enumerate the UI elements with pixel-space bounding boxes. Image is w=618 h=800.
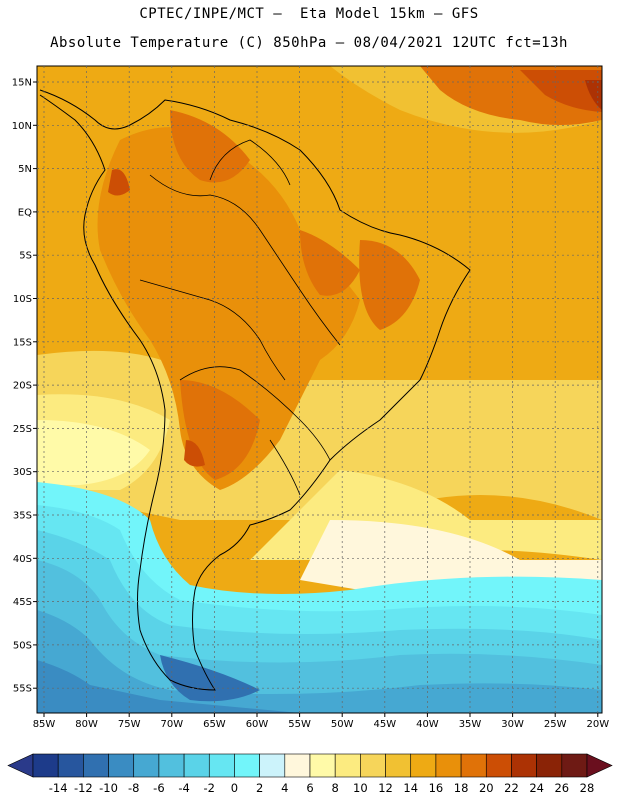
map-title-line-1: CPTEC/INPE/MCT — Eta Model 15km — GFS [139,6,479,22]
colorbar-segment [435,753,462,778]
lat-label: 30S [13,467,32,478]
colorbar-label: -6 [153,781,164,795]
plot-frame [36,65,603,714]
colorbar-segment [334,753,361,778]
lat-label: 15S [13,337,32,348]
lat-label: EQ [18,207,32,218]
lon-label: 50W [331,719,354,730]
lon-label: 25W [544,719,567,730]
lon-label: 45W [373,719,396,730]
colorbar-segment [485,753,512,778]
colorbar-label: 16 [429,781,444,795]
colorbar-label: 10 [353,781,368,795]
country-borders [139,139,341,496]
colorbar-label: -14 [49,781,68,795]
colorbar-label: 8 [332,781,339,795]
lon-label: 65W [203,719,226,730]
colorbar-label: 28 [580,781,595,795]
coastline [39,89,471,691]
colorbar-segment [83,753,109,778]
colorbar-label: -2 [204,781,215,795]
lon-label: 35W [459,719,482,730]
lat-label: 10N [12,121,32,132]
lon-label: 55W [288,719,311,730]
colorbar-label: -8 [128,781,139,795]
map-title-line-2: Absolute Temperature (C) 850hPa — 08/04/… [50,35,568,51]
colorbar-segment [284,753,311,778]
colorbar-segment [460,753,487,778]
colorbar-label: 6 [306,781,313,795]
colorbar-segment [561,753,588,778]
colorbar-segment [410,753,437,778]
lat-label: 15N [12,78,32,89]
lat-lon-grid [33,66,602,717]
colorbar-segments [7,753,613,778]
colorbar-label: 2 [256,781,263,795]
colorbar-segment [234,753,260,778]
colorbar-segment [133,753,160,778]
temperature-map: 15N 10N 5N EQ 5S 10S 15S 20S 25S 30S 35S 40S 45S 50S 5… [12,65,610,730]
lat-label: 5S [19,251,32,262]
colorbar-segment [208,753,235,778]
lat-label: 55S [13,684,32,695]
longitude-labels: 85W 80W 75W 70W 65W 60W 55W 50W 45W 40W 35W 30W 25W 2… [33,719,610,730]
lat-label: 25S [13,424,32,435]
colorbar-label: -10 [99,781,118,795]
colorbar-segment [158,753,185,778]
colorbar-right-arrow [586,753,613,778]
colorbar-segment [32,753,59,778]
colorbar-segment [536,753,563,778]
colorbar-label: 24 [529,781,544,795]
latitude-labels: 15N 10N 5N EQ 5S 10S 15S 20S 25S 30S 35S 40S 45S 50S 5… [12,78,32,695]
lon-label: 80W [75,719,98,730]
lat-label: 45S [13,597,32,608]
colorbar-labels: -14 -12 -10 -8 -6 -4 -2 0 2 4 6 8 10 12 14 16 18 20 22 24 26… [49,781,595,795]
colorbar-left-arrow [7,753,34,778]
colorbar-label: 4 [281,781,288,795]
lat-label: 35S [13,511,32,522]
temperature-field [37,66,602,713]
colorbar-label: 12 [378,781,393,795]
lon-label: 60W [246,719,269,730]
lon-label: 75W [118,719,141,730]
lat-label: 5N [18,164,32,175]
colorbar-label: 22 [504,781,519,795]
colorbar-segment [259,753,286,778]
lon-label: 40W [416,719,439,730]
colorbar-segment [309,753,336,778]
colorbar-segment [183,753,210,778]
colorbar-label: 20 [479,781,494,795]
lat-label: 10S [13,294,32,305]
lon-label: 20W [586,719,609,730]
lat-label: 20S [13,381,32,392]
colorbar-segment [511,753,537,778]
colorbar-label: -4 [178,781,189,795]
colorbar-segment [360,753,386,778]
lon-label: 85W [33,719,56,730]
lon-label: 70W [160,719,183,730]
colorbar-segment [57,753,84,778]
colorbar-label: 18 [454,781,469,795]
lon-label: 30W [501,719,524,730]
lat-label: 40S [13,554,32,565]
colorbar-label: -12 [74,781,93,795]
colorbar-label: 0 [231,781,238,795]
colorbar-segment [385,753,412,778]
colorbar-label: 14 [403,781,418,795]
colorbar-label: 26 [554,781,569,795]
colorbar-segment [108,753,135,778]
colorbar: -14 -12 -10 -8 -6 -4 -2 0 2 4 6 8 10 12 14 16 18 20 22 24 26… [7,753,613,795]
lat-label: 50S [13,640,32,651]
